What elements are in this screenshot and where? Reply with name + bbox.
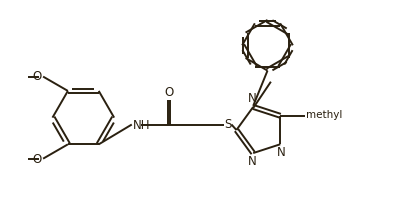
Text: NH: NH (133, 119, 150, 132)
Text: N: N (248, 155, 257, 168)
Text: S: S (224, 118, 231, 131)
Text: methyl: methyl (306, 110, 343, 120)
Text: O: O (33, 153, 42, 166)
Text: N: N (277, 146, 286, 159)
Text: O: O (165, 86, 174, 99)
Text: O: O (33, 70, 42, 83)
Text: N: N (248, 92, 257, 105)
